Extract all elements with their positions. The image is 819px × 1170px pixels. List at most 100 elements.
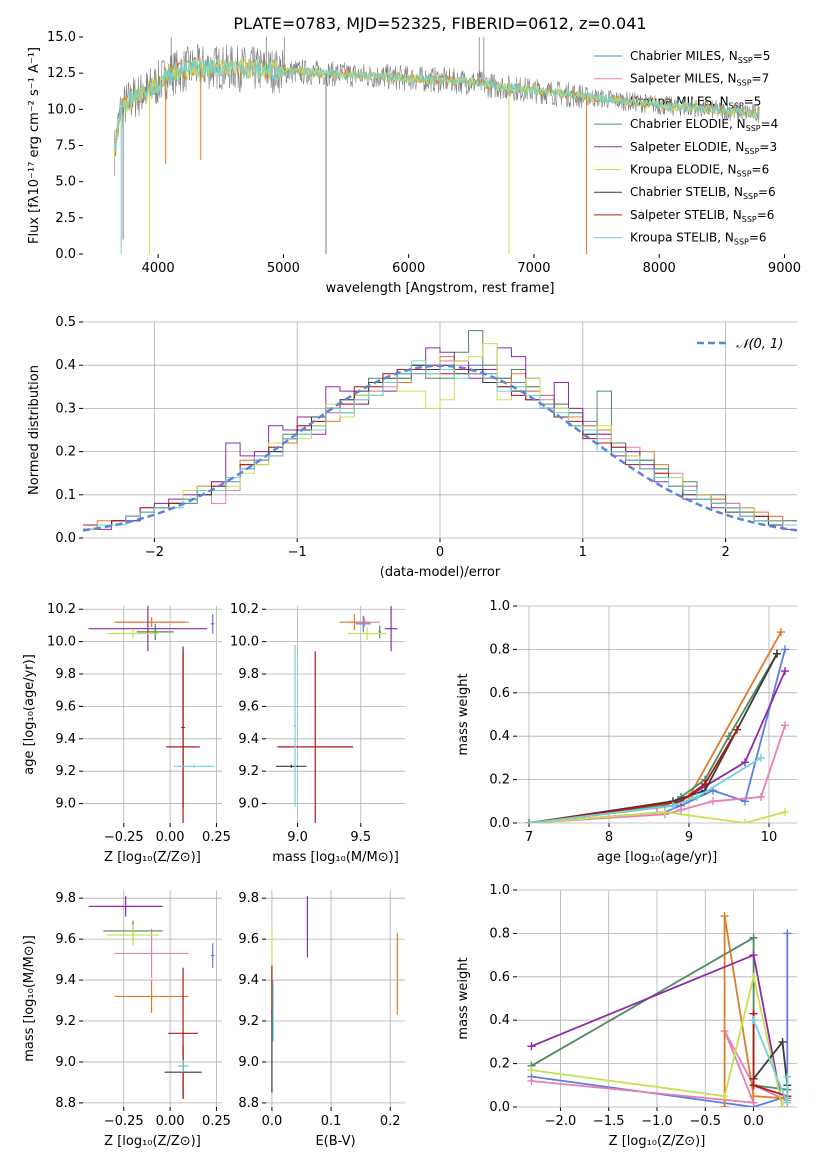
x-tick-label: −1.0 xyxy=(641,1114,673,1129)
y-tick-label: 9.6 xyxy=(55,699,76,714)
gaussian-curve xyxy=(83,364,797,532)
x-tick-label: 9.0 xyxy=(287,830,308,845)
weight-marker xyxy=(778,1103,787,1107)
observed-spectrum xyxy=(114,43,760,176)
y-tick-label: 9.6 xyxy=(238,932,259,947)
mass_vs_age-panel: 9.0 9.5 9.0 9.2 9.4 9.6 9.8 10.0 10.2 mass [log₁₀… xyxy=(230,602,405,865)
weight-marker xyxy=(701,779,709,788)
legend-tail: =3 xyxy=(759,140,777,154)
y-tick-label: 0.5 xyxy=(55,315,76,330)
x-tick-label: 7 xyxy=(525,830,533,845)
y-tick-label: 9.4 xyxy=(238,732,259,747)
weight-marker xyxy=(749,1016,758,1025)
y-tick-label: 8.8 xyxy=(55,1096,76,1111)
z_vs_mass-panel: −0.25 0.00 0.25 8.8 9.0 9.2 9.4 9.6 9.8 Z [log₁₀(… xyxy=(22,890,231,1149)
legend-label: Chabrier MILES, NSSP=5 xyxy=(630,49,770,65)
y-tick-label: 9.4 xyxy=(55,973,76,988)
weight-marker xyxy=(669,801,677,810)
x-tick-label: 0 xyxy=(436,545,444,560)
legend-label: Salpeter MILES, NSSP=7 xyxy=(630,72,769,88)
x-tick-label: 0.1 xyxy=(321,1114,342,1129)
spectrum-panel: 4000 5000 6000 7000 8000 9000 0.0 2.5 5.0 7.5 10.0… xyxy=(27,30,801,296)
weight-marker xyxy=(693,792,701,801)
x-tick-label: 9000 xyxy=(768,261,801,276)
weight-line-krou_elod xyxy=(531,976,784,1107)
y-tick-label: 0.4 xyxy=(489,1013,510,1028)
weight-line-salp_miles xyxy=(528,725,786,823)
y-tick-label: 10.0 xyxy=(47,102,76,117)
x-tick-label: 2 xyxy=(721,545,729,560)
x-axis-label: Z [log₁₀(Z/Z⊙)] xyxy=(609,1134,706,1149)
x-tick-label: 1 xyxy=(579,545,587,560)
legend-sub: SSP xyxy=(746,124,761,133)
x-tick-label: 0.0 xyxy=(743,1114,764,1129)
legend-tail: =5 xyxy=(753,49,771,63)
weight-marker xyxy=(741,758,749,767)
y-tick-label: 9.2 xyxy=(55,1014,76,1029)
y-tick-label: 9.0 xyxy=(238,797,259,812)
y-tick-label: 0.0 xyxy=(489,816,510,831)
y-tick-label: 10.2 xyxy=(47,602,76,617)
weight-line-krou_stel xyxy=(528,757,762,823)
weight-marker xyxy=(709,797,717,806)
y-axis-label: mass [log₁₀(M/M⊙)] xyxy=(22,935,37,1062)
weight-line-krou_elod xyxy=(528,811,786,823)
plot-area xyxy=(276,606,398,823)
y-tick-label: 1.0 xyxy=(489,883,510,898)
legend-sub: SSP xyxy=(742,215,757,224)
y-tick-label: 9.4 xyxy=(55,732,76,747)
y-tick-label: 9.8 xyxy=(55,891,76,906)
weight-marker xyxy=(525,819,533,823)
weight-marker xyxy=(783,929,792,938)
weight-marker xyxy=(749,951,758,960)
weight-marker xyxy=(749,1092,758,1101)
x-tick-label: −2.0 xyxy=(545,1114,577,1129)
legend-label: 𝒩(0, 1) xyxy=(736,337,783,352)
y-tick-label: 0.3 xyxy=(55,401,76,416)
plot-area xyxy=(88,896,215,1099)
x-axis-label: wavelength [Angstrom, rest frame] xyxy=(326,281,555,296)
legend-sub: SSP xyxy=(743,192,758,201)
weight-marker xyxy=(781,808,789,817)
y-axis-label: Normed distribution xyxy=(27,365,42,495)
x-tick-label: 8 xyxy=(605,830,613,845)
weight-marker xyxy=(527,1076,536,1085)
y-tick-label: 0.6 xyxy=(489,970,510,985)
y-tick-label: 0.2 xyxy=(55,445,76,460)
y-tick-label: 0.2 xyxy=(489,1057,510,1072)
y-tick-label: 9.8 xyxy=(238,891,259,906)
x-tick-label: −0.5 xyxy=(689,1114,721,1129)
legend-label: Salpeter ELODIE, NSSP=3 xyxy=(630,140,777,156)
plot-area xyxy=(113,37,760,254)
legend-tail: =5 xyxy=(744,94,762,108)
legend-label: Kroupa STELIB, NSSP=6 xyxy=(630,231,767,247)
ebv_vs_mass-panel: 0.0 0.1 0.2 8.8 9.0 9.2 9.4 9.6 9.8 E(B-V) xyxy=(238,890,405,1149)
weight-marker xyxy=(720,1092,729,1101)
legend-tail: =7 xyxy=(752,72,770,86)
legend-sub: SSP xyxy=(734,238,749,247)
weight-marker xyxy=(757,792,765,801)
legend-tail: =4 xyxy=(761,117,779,131)
y-tick-label: 0.0 xyxy=(55,247,76,262)
plot-area xyxy=(527,912,792,1107)
x-tick-label: 9.5 xyxy=(350,830,371,845)
y-axis-label: age [log₁₀(age/yr)] xyxy=(22,654,37,775)
y-tick-label: 0.4 xyxy=(489,729,510,744)
figure-title: PLATE=0783, MJD=52325, FIBERID=0612, z=0… xyxy=(233,14,646,33)
legend-tail: =6 xyxy=(758,185,776,199)
residuals-panel: −2 −1 0 1 2 0.0 0.1 0.2 0.3 0.4 0.5 (data-model)/er… xyxy=(27,315,797,580)
y-tick-label: 10.2 xyxy=(230,602,259,617)
weight-marker xyxy=(749,933,758,942)
y-tick-label: 9.6 xyxy=(238,699,259,714)
legend-sub: SSP xyxy=(737,79,752,88)
y-axis-label: mass weight xyxy=(456,957,471,1039)
y-tick-label: 12.5 xyxy=(47,66,76,81)
x-tick-label: −0.25 xyxy=(104,830,144,845)
y-tick-label: 9.0 xyxy=(238,1055,259,1070)
plot-area xyxy=(271,896,398,1093)
weight-marker xyxy=(777,628,785,637)
plot-area xyxy=(83,330,797,532)
x-tick-label: 0.2 xyxy=(380,1114,401,1129)
spectrum-legend: Chabrier MILES, NSSP=5 Salpeter MILES, NS… xyxy=(594,49,778,247)
